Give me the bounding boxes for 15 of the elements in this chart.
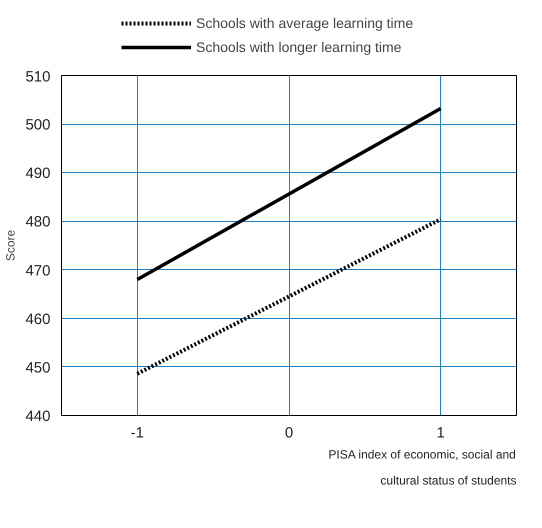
x-tick-label: 1 <box>436 424 445 442</box>
y-tick-label: 490 <box>25 165 51 182</box>
x-axis-title: PISA index of economic, social and cultural status of students <box>328 448 517 488</box>
y-tick-label: 500 <box>25 116 51 134</box>
y-tick-label: 460 <box>25 310 51 328</box>
y-tick-label: 440 <box>25 408 51 425</box>
legend-label: Schools with longer learning time <box>196 39 402 55</box>
x-tick-label: -1 <box>130 424 144 442</box>
x-tick-label: 0 <box>284 424 294 442</box>
legend-label: Schools with average learning time <box>196 15 414 31</box>
y-tick-label: 470 <box>25 262 51 280</box>
y-tick-label: 510 <box>25 68 51 86</box>
y-tick-label: 480 <box>25 214 51 231</box>
y-tick-label: 450 <box>25 359 51 376</box>
y-axis-title: Score <box>3 230 18 262</box>
